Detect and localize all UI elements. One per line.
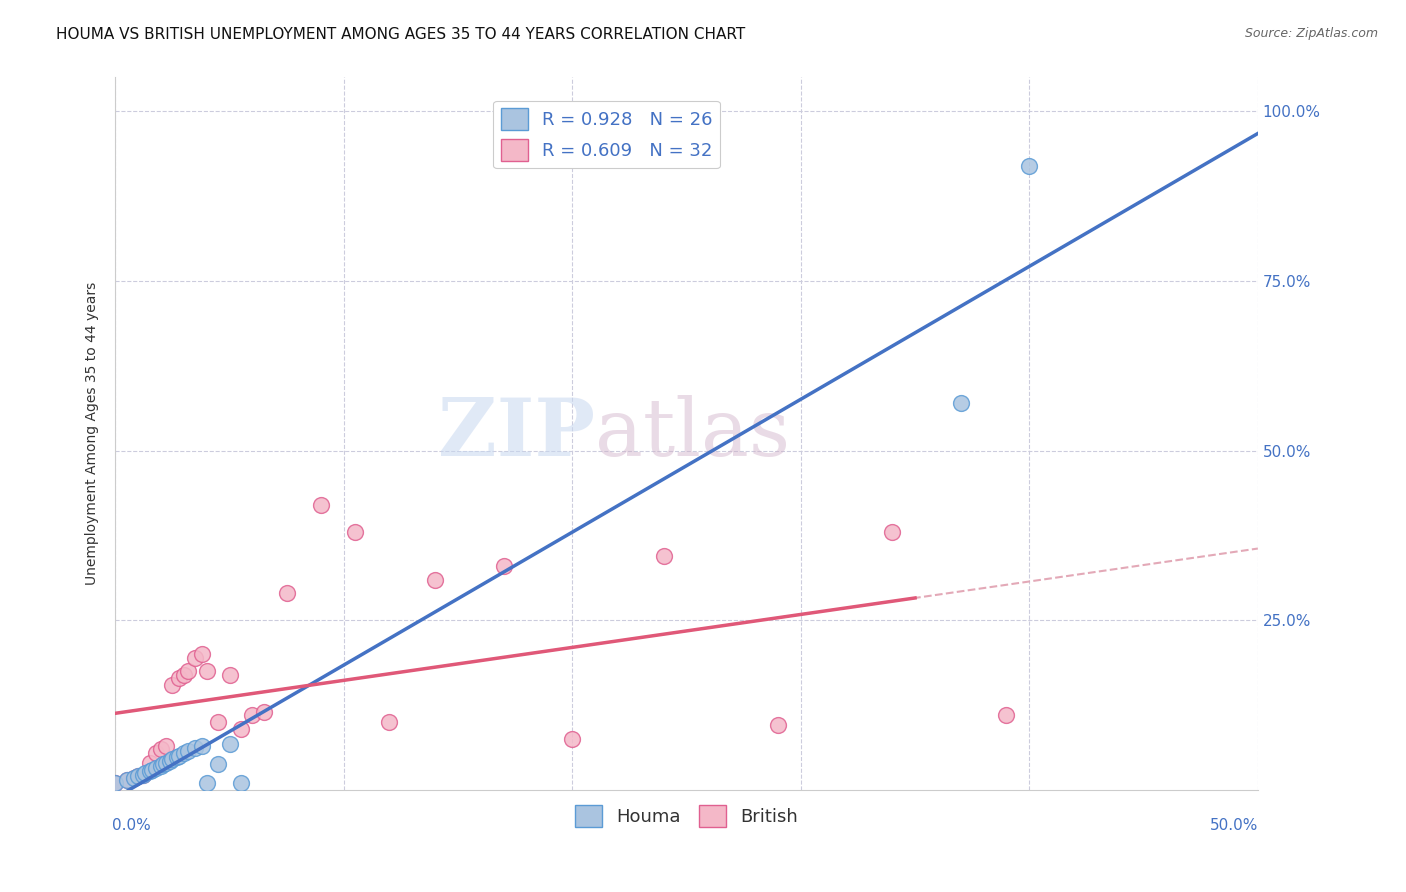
Text: 0.0%: 0.0% <box>112 819 150 833</box>
Text: ZIP: ZIP <box>439 394 595 473</box>
Point <box>127 769 149 783</box>
Point <box>149 759 172 773</box>
Text: atlas: atlas <box>595 394 790 473</box>
Point <box>122 771 145 785</box>
Point <box>162 678 184 692</box>
Point <box>122 771 145 785</box>
Point <box>145 761 167 775</box>
Point <box>127 769 149 783</box>
Point <box>131 768 153 782</box>
Point <box>652 549 675 563</box>
Point <box>882 524 904 539</box>
Point <box>195 664 218 678</box>
Point <box>177 664 200 678</box>
Point <box>218 667 240 681</box>
Point <box>276 586 298 600</box>
Point <box>229 722 252 736</box>
Legend: Houma, British: Houma, British <box>568 797 806 834</box>
Point <box>207 714 229 729</box>
Point <box>253 705 276 719</box>
Point <box>115 772 138 787</box>
Point <box>492 559 515 574</box>
Point <box>104 776 127 790</box>
Point <box>218 737 240 751</box>
Point <box>141 763 163 777</box>
Point <box>309 498 332 512</box>
Point <box>242 708 264 723</box>
Point <box>115 772 138 787</box>
Point <box>155 756 177 770</box>
Point <box>949 396 972 410</box>
Point <box>138 756 160 770</box>
Point <box>104 776 127 790</box>
Point <box>134 766 156 780</box>
Point <box>177 743 200 757</box>
Y-axis label: Unemployment Among Ages 35 to 44 years: Unemployment Among Ages 35 to 44 years <box>86 282 100 585</box>
Point <box>766 718 789 732</box>
Point <box>131 768 153 782</box>
Text: HOUMA VS BRITISH UNEMPLOYMENT AMONG AGES 35 TO 44 YEARS CORRELATION CHART: HOUMA VS BRITISH UNEMPLOYMENT AMONG AGES… <box>56 27 745 42</box>
Point <box>173 746 195 760</box>
Point <box>166 750 188 764</box>
Point <box>191 739 214 753</box>
Point <box>184 740 207 755</box>
Point <box>162 752 184 766</box>
Point <box>167 671 190 685</box>
Point <box>195 776 218 790</box>
Point <box>184 650 207 665</box>
Point <box>152 757 174 772</box>
Point <box>173 667 195 681</box>
Point <box>561 732 583 747</box>
Point <box>207 757 229 772</box>
Point <box>229 776 252 790</box>
Text: 50.0%: 50.0% <box>1209 819 1258 833</box>
Point <box>344 524 367 539</box>
Point <box>149 742 172 756</box>
Point <box>425 573 447 587</box>
Point <box>138 764 160 778</box>
Point <box>995 708 1018 723</box>
Point <box>378 714 401 729</box>
Text: Source: ZipAtlas.com: Source: ZipAtlas.com <box>1244 27 1378 40</box>
Point <box>1018 159 1040 173</box>
Point <box>191 647 214 661</box>
Point <box>145 746 167 760</box>
Point <box>167 749 190 764</box>
Point <box>155 739 177 753</box>
Point <box>159 755 181 769</box>
